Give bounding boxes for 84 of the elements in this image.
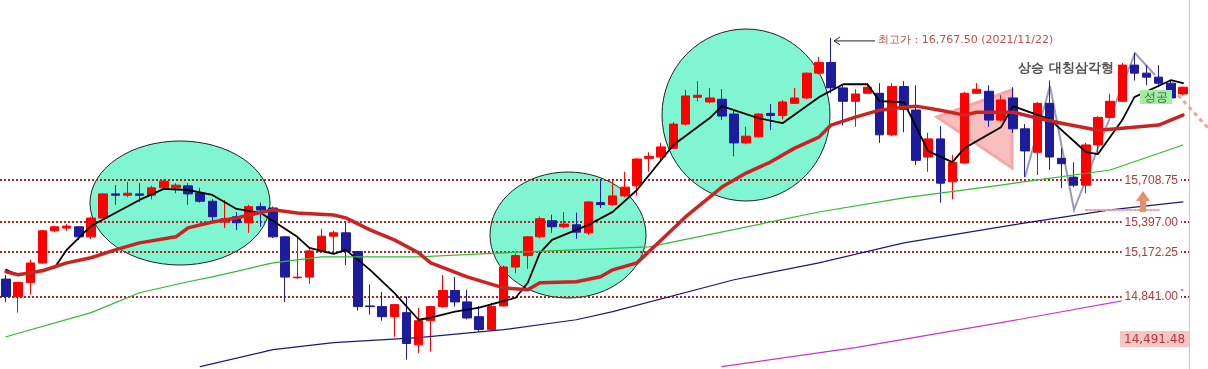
candlestick — [1081, 142, 1091, 194]
candlestick — [365, 283, 375, 316]
candlestick — [159, 179, 169, 191]
candlestick — [111, 184, 120, 206]
candlestick — [1130, 52, 1139, 82]
y-tick-label: 15,708.75 — [1124, 172, 1179, 187]
candlestick — [1118, 62, 1127, 103]
y-tick-label: 14,841.00 — [1124, 289, 1179, 304]
candlestick — [1178, 86, 1188, 96]
candlestick — [669, 121, 678, 150]
annotation: 상승 대칭삼각형 — [1018, 60, 1114, 75]
candlestick — [195, 187, 205, 204]
candlestick — [390, 303, 399, 338]
candlestick — [402, 296, 411, 361]
candlestick — [754, 112, 763, 139]
line-series — [721, 289, 1184, 368]
candlestick — [790, 87, 799, 105]
candlestick — [1069, 161, 1078, 188]
candlestick — [523, 235, 533, 270]
candlestick — [1, 274, 11, 303]
candlestick — [329, 230, 338, 253]
candlestick — [1154, 64, 1163, 88]
candlestick — [851, 88, 860, 128]
candlestick — [741, 126, 751, 145]
y-tick-label: 15,397.00 — [1124, 214, 1179, 229]
candlestick — [256, 202, 266, 228]
candlestick — [814, 56, 824, 75]
candlestick — [596, 178, 605, 209]
y-tick-label: 15,172.25 — [1124, 244, 1179, 259]
annotation: 최고가 : 16,767.50 (2021/11/22) — [878, 32, 1054, 46]
candlestick — [778, 99, 787, 120]
candlestick — [729, 109, 739, 157]
line-series — [199, 201, 1184, 368]
candlestick — [50, 225, 59, 233]
candlestick — [535, 216, 545, 239]
candlestick — [426, 306, 435, 353]
candlestick — [208, 198, 217, 221]
candlestick — [1057, 147, 1066, 189]
candlestick — [293, 236, 302, 280]
candlestick — [1045, 80, 1054, 171]
candlestick — [608, 179, 617, 207]
candlestick — [802, 71, 812, 100]
candlestick — [584, 200, 593, 236]
candlestick — [972, 82, 981, 95]
candlestick — [1105, 93, 1115, 119]
candlestick — [280, 235, 290, 303]
candlestick — [487, 302, 496, 332]
candlestick — [135, 182, 144, 203]
line-series — [4, 104, 1185, 292]
candlestick — [644, 151, 654, 173]
candlestick — [13, 281, 23, 314]
candlestick — [474, 305, 484, 332]
candlestick — [62, 223, 71, 232]
candlestick — [620, 171, 630, 198]
candlestick — [547, 214, 557, 234]
candlestick — [171, 182, 181, 194]
candlestick — [341, 222, 351, 266]
candlestick — [450, 276, 460, 308]
candlestick — [766, 103, 775, 131]
candlestick — [305, 248, 314, 285]
candlestick — [1020, 123, 1030, 178]
candlestick — [377, 291, 387, 322]
candlestick — [123, 181, 132, 198]
line-series — [5, 79, 1184, 321]
annotation: 14,491.48 — [1124, 332, 1186, 346]
candlestick — [98, 192, 108, 220]
candlestick — [936, 125, 945, 204]
candlestick — [511, 253, 520, 274]
candlestick — [438, 274, 448, 309]
candlestick — [1142, 64, 1151, 86]
candlestick — [656, 142, 666, 161]
candlestick — [948, 154, 957, 200]
candlestick — [693, 80, 702, 102]
candlestick — [911, 84, 921, 166]
candlestick — [559, 211, 569, 229]
candlestick — [838, 84, 848, 126]
candlestick — [38, 229, 47, 265]
candlestick — [353, 250, 363, 312]
candlestick — [414, 307, 423, 354]
candlestick — [681, 89, 690, 126]
candlestick — [632, 157, 642, 196]
annotation: 성공 — [1144, 90, 1168, 104]
candlestick — [960, 91, 969, 165]
candlestick — [705, 87, 715, 104]
